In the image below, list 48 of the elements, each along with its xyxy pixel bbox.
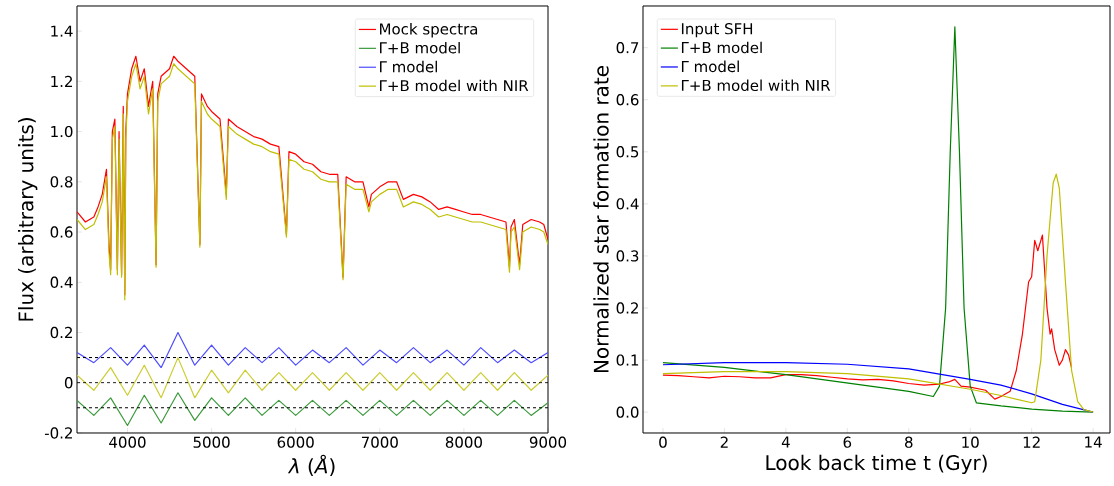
y-tick-label: 0.3 (616, 250, 639, 262)
y-tick-label: 1.4 (51, 25, 73, 37)
legend-label: Γ+B model (380, 41, 460, 54)
line-series (77, 392, 548, 427)
x-tick-label: 6 (843, 436, 852, 448)
y-tick-label: 0.1 (616, 354, 639, 366)
x-tick-label: 2 (720, 436, 728, 448)
line-series (662, 173, 1094, 413)
y-tick-label: 0 (64, 377, 73, 389)
x-tick-label: 6000 (277, 436, 314, 448)
line-series (77, 357, 548, 399)
x-tick-label: 14 (1085, 436, 1102, 448)
y-tick-label: -0.2 (44, 427, 72, 439)
x-tick-label: 8000 (445, 436, 482, 448)
x-tick-label: 9000 (529, 436, 567, 448)
legend-label: Input SFH (681, 23, 753, 38)
line-series (77, 331, 548, 369)
legend-label: Γ model (380, 60, 437, 73)
y-tick-label: 0.6 (50, 226, 73, 238)
y-tick-label: 1.2 (51, 75, 72, 87)
x-tick-label: 4 (781, 436, 790, 448)
x-tick-label: 12 (1023, 436, 1040, 448)
y-tick-label: 0.5 (616, 146, 639, 158)
x-tick-label: 10 (962, 436, 979, 448)
y-tick-label: 0.2 (50, 326, 72, 339)
y-tick-label: 0.2 (616, 302, 638, 314)
x-axis-title: λ (Å) (287, 454, 335, 476)
x-tick-label: 5000 (193, 436, 230, 448)
y-tick-label: 0.4 (50, 276, 73, 288)
legend-label: Γ+B model with NIR (380, 79, 529, 92)
y-tick-label: 0.8 (50, 176, 73, 188)
x-tick-label: 4000 (109, 436, 146, 448)
y-tick-label: 0.0 (616, 406, 639, 418)
y-axis-title: Flux (arbitrary units) (17, 118, 38, 321)
legend-label: Γ model (681, 60, 739, 73)
y-axis-title: Normalized star formation rate (593, 66, 609, 373)
y-tick-label: 0.4 (616, 198, 639, 210)
y-tick-label: 1.0 (51, 125, 73, 138)
legend-label: Mock spectra (380, 23, 478, 38)
x-tick-label: 7000 (361, 436, 398, 448)
y-tick-label: 0.7 (616, 41, 639, 54)
x-tick-label: 0 (659, 436, 667, 448)
x-tick-label: 8 (905, 436, 913, 448)
line-series (662, 234, 1073, 400)
y-tick-label: 0.6 (616, 94, 639, 106)
legend-label: Γ+B model (681, 41, 762, 54)
x-axis-title: Look back time t (Gyr) (766, 454, 987, 475)
legend-label: Γ+B model with NIR (681, 79, 831, 92)
